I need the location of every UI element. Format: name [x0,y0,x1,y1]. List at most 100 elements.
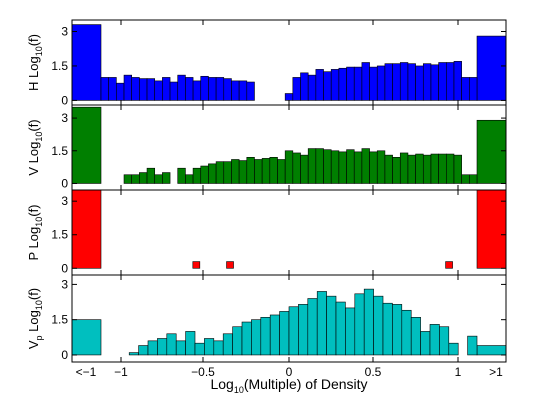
bar [316,291,327,356]
bar [373,295,384,356]
bar [392,157,401,184]
bar [123,74,132,101]
bar [315,69,324,101]
bar [288,306,299,356]
bar [100,77,109,101]
x-axis-label: Log10(Multiple) of Density [210,376,367,395]
bar [177,167,186,184]
bar [231,80,240,101]
bar [222,333,233,356]
bar [232,326,243,356]
bar [415,153,424,184]
bar [284,150,294,184]
bar [269,314,280,356]
y-tick-label: 1.5 [51,313,68,327]
bar [345,307,356,356]
bar [192,167,202,184]
x-tick-label: −1 [114,365,128,379]
bar [361,62,370,101]
bar [422,63,432,101]
bar [376,65,386,101]
bar [208,163,217,184]
bar [123,174,132,184]
bar [410,317,421,356]
bar [192,80,202,101]
bar [116,82,125,101]
bar-below-range [71,24,102,101]
bar [338,67,347,101]
bar [445,261,453,269]
bar [162,172,171,184]
bar [420,331,431,356]
bar [246,81,255,101]
x-tick-label: 0.5 [365,365,382,379]
bar [185,331,196,356]
bar [131,77,140,101]
bar [269,157,278,184]
bar-above-range [476,345,507,356]
bar [407,63,416,101]
bar [128,352,139,356]
bar-above-range [476,119,507,184]
bar [108,77,117,101]
bar [438,62,447,101]
bar [213,340,224,356]
bar [157,338,168,356]
bar [307,148,317,184]
bar [146,167,156,184]
bar-above-range [476,35,507,101]
bar-below-range [71,189,102,269]
bar [261,158,271,184]
bar [200,75,209,101]
bar [138,345,149,356]
bar [453,61,462,101]
bar [469,77,478,101]
bar [292,77,301,101]
bar [326,295,337,356]
bar [277,159,286,184]
bar [469,174,478,184]
bar [446,153,455,184]
bar [376,150,386,184]
bar [192,261,201,269]
bar [338,151,347,184]
y-tick-label: 0 [61,176,68,190]
x-tick-label: −0.5 [191,365,215,379]
bar [139,172,148,184]
bar [279,311,290,356]
panels: 0 1.5 3 H Log10(f) 0 1.5 3 V Log10(f) 0 1.5 3 P Log… [26,19,507,363]
bar [354,293,365,356]
bar [467,335,478,356]
y-axis-label: Vp Log10(f) [26,288,44,349]
y-tick-label: 1.5 [51,59,68,73]
bar [254,159,263,184]
bar [361,148,370,184]
bar [154,80,163,101]
y-tick-label: 0 [61,261,68,275]
bar [330,69,340,101]
bar [307,74,317,101]
bar [238,160,248,184]
bar [369,66,378,101]
bar [407,154,416,184]
y-tick-label: 0 [61,348,68,362]
bar [430,64,439,101]
bar [226,261,234,269]
bar [399,152,409,184]
y-tick-label: 1.5 [51,228,68,242]
bar [300,72,309,101]
bar [208,77,217,101]
panel-p: 0 1.5 3 P Log10(f) [26,189,507,276]
bar [461,174,470,184]
bar [461,77,470,101]
bar [353,151,363,184]
bar [392,304,403,356]
bar [166,333,177,356]
x-tick-label: 0 [286,365,293,379]
bar-below-range [71,106,102,184]
bar [241,321,252,356]
bar-below-range [71,319,102,356]
panel-h: 0 1.5 3 H Log10(f) [26,19,507,107]
bar [146,78,156,101]
bar [139,78,148,101]
